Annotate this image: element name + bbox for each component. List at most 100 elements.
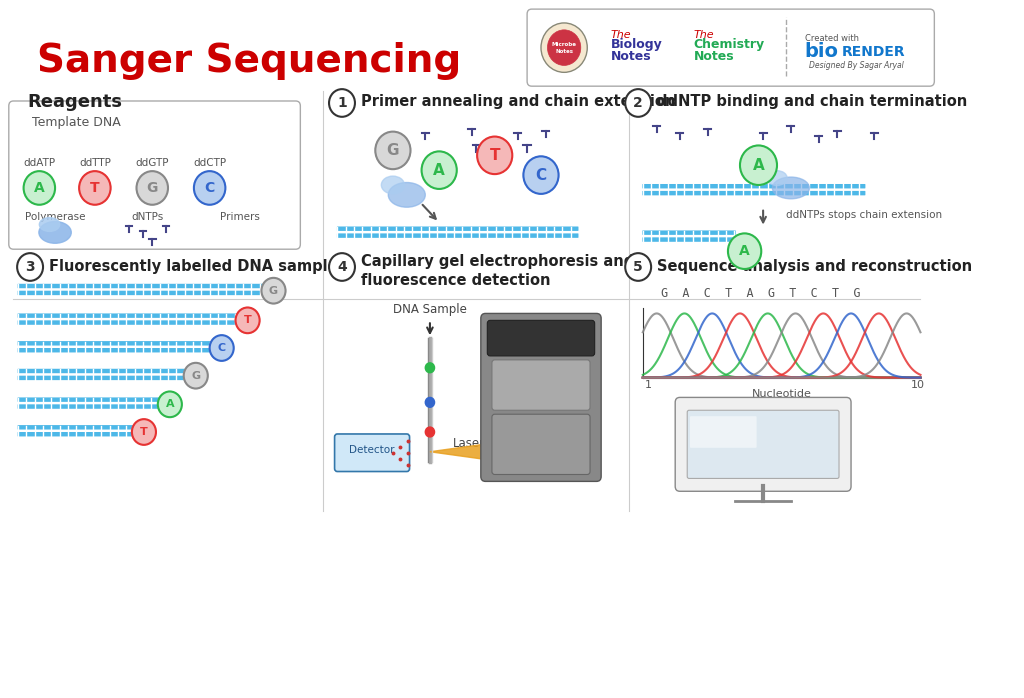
FancyBboxPatch shape	[17, 425, 135, 429]
FancyBboxPatch shape	[642, 230, 736, 235]
Circle shape	[261, 278, 286, 304]
Circle shape	[422, 151, 457, 189]
Text: Sequence analysis and reconstruction: Sequence analysis and reconstruction	[656, 260, 972, 274]
FancyBboxPatch shape	[487, 320, 595, 356]
FancyBboxPatch shape	[212, 228, 268, 232]
Text: G: G	[387, 143, 399, 158]
FancyBboxPatch shape	[23, 144, 287, 149]
Text: Sanger Sequencing: Sanger Sequencing	[37, 42, 461, 80]
Text: Chemistry: Chemistry	[693, 38, 765, 51]
FancyBboxPatch shape	[17, 313, 239, 318]
Text: A: A	[433, 163, 445, 178]
Text: Biology: Biology	[610, 38, 663, 51]
Circle shape	[158, 392, 182, 417]
FancyBboxPatch shape	[17, 320, 239, 325]
Text: Created with: Created with	[805, 34, 859, 43]
Circle shape	[523, 156, 558, 194]
Text: Notes: Notes	[610, 50, 651, 63]
Ellipse shape	[388, 182, 425, 207]
Text: 2: 2	[633, 96, 643, 110]
Text: Polymerase: Polymerase	[25, 211, 85, 222]
Circle shape	[79, 171, 111, 205]
FancyBboxPatch shape	[9, 101, 300, 249]
Circle shape	[194, 171, 225, 205]
Text: The: The	[610, 30, 631, 40]
Circle shape	[24, 171, 55, 205]
Text: 5: 5	[633, 260, 643, 274]
Text: Capillary gel electrophoresis and: Capillary gel electrophoresis and	[360, 253, 634, 269]
Text: The: The	[693, 30, 715, 40]
Circle shape	[183, 363, 208, 389]
Circle shape	[236, 308, 260, 333]
Circle shape	[17, 253, 43, 281]
Text: ddCTP: ddCTP	[194, 158, 226, 168]
Text: G: G	[146, 181, 158, 195]
FancyBboxPatch shape	[690, 416, 757, 448]
Text: C: C	[205, 181, 215, 195]
FancyBboxPatch shape	[17, 290, 265, 295]
Text: 3: 3	[26, 260, 35, 274]
Text: G: G	[269, 285, 279, 296]
Text: T: T	[90, 181, 99, 195]
Text: ddATP: ddATP	[24, 158, 55, 168]
FancyBboxPatch shape	[17, 369, 187, 373]
Text: T: T	[244, 315, 252, 325]
FancyBboxPatch shape	[642, 237, 736, 242]
Circle shape	[541, 23, 588, 73]
Text: ddNTP binding and chain termination: ddNTP binding and chain termination	[656, 94, 967, 110]
FancyBboxPatch shape	[687, 410, 839, 478]
FancyBboxPatch shape	[642, 191, 865, 195]
FancyBboxPatch shape	[481, 313, 601, 482]
Text: Notes: Notes	[555, 49, 573, 54]
FancyBboxPatch shape	[337, 233, 579, 238]
Circle shape	[626, 253, 651, 281]
Text: 10: 10	[911, 380, 926, 389]
Text: Designed By Sagar Aryal: Designed By Sagar Aryal	[809, 61, 904, 70]
Text: ddGTP: ddGTP	[135, 158, 169, 168]
Circle shape	[132, 419, 156, 445]
Text: Reagents: Reagents	[28, 93, 122, 111]
Polygon shape	[430, 439, 522, 465]
Text: A: A	[739, 244, 750, 258]
Text: Microbe: Microbe	[552, 42, 577, 47]
Ellipse shape	[772, 177, 809, 199]
Text: 1: 1	[337, 96, 347, 110]
FancyBboxPatch shape	[17, 404, 161, 409]
FancyBboxPatch shape	[527, 9, 934, 86]
FancyBboxPatch shape	[335, 434, 410, 472]
Text: dNTPs: dNTPs	[131, 211, 164, 222]
Text: T: T	[489, 148, 500, 163]
FancyBboxPatch shape	[492, 360, 590, 410]
Text: Primers: Primers	[220, 211, 260, 222]
FancyBboxPatch shape	[492, 414, 590, 475]
Text: RENDER: RENDER	[842, 45, 905, 59]
Circle shape	[626, 89, 651, 117]
Circle shape	[329, 253, 355, 281]
Text: DNA Sample: DNA Sample	[393, 304, 467, 316]
Circle shape	[425, 397, 434, 408]
Circle shape	[548, 30, 581, 66]
Text: Template DNA: Template DNA	[32, 116, 121, 129]
Text: bio: bio	[805, 42, 839, 61]
Circle shape	[425, 427, 434, 437]
FancyBboxPatch shape	[17, 341, 213, 346]
Text: Laser: Laser	[453, 437, 485, 450]
Text: T: T	[140, 427, 147, 437]
FancyBboxPatch shape	[23, 138, 287, 142]
FancyBboxPatch shape	[17, 432, 135, 436]
Circle shape	[376, 132, 411, 169]
Text: C: C	[218, 343, 225, 353]
Text: C: C	[536, 168, 547, 183]
FancyBboxPatch shape	[17, 284, 265, 288]
FancyBboxPatch shape	[17, 397, 161, 402]
Text: A: A	[753, 158, 764, 172]
Circle shape	[425, 363, 434, 373]
Text: G: G	[191, 371, 201, 380]
Text: A: A	[166, 399, 174, 409]
Circle shape	[329, 89, 355, 117]
FancyBboxPatch shape	[212, 233, 268, 237]
Circle shape	[136, 171, 168, 205]
Text: fluorescence detection: fluorescence detection	[360, 274, 550, 288]
Circle shape	[740, 145, 777, 185]
Circle shape	[728, 233, 761, 269]
